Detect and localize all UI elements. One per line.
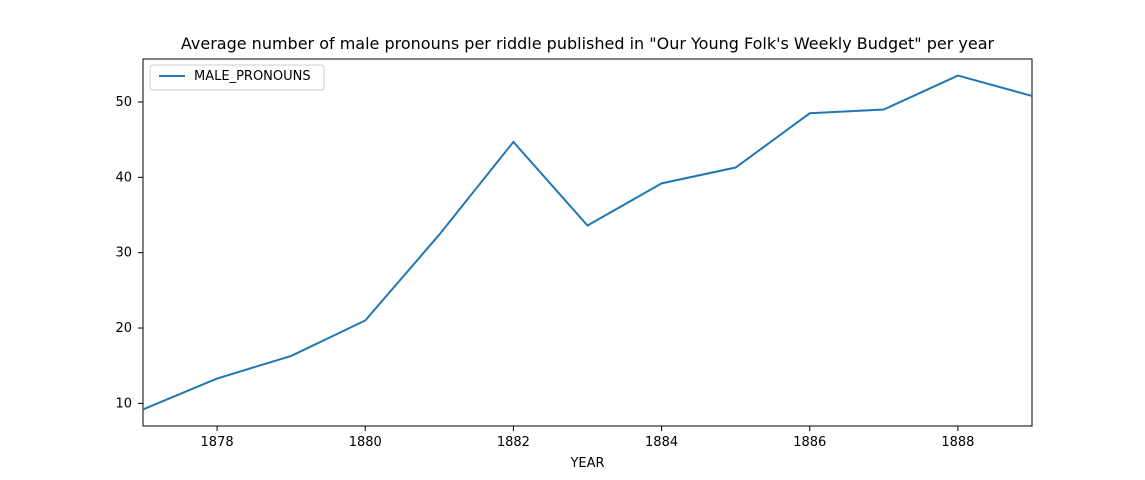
x-tick-label: 1878 bbox=[201, 435, 234, 450]
y-tick-label: 20 bbox=[115, 321, 132, 336]
x-tick-label: 1884 bbox=[645, 435, 678, 450]
legend-box bbox=[149, 64, 325, 91]
y-tick-label: 10 bbox=[115, 396, 132, 411]
x-tick-label: 1880 bbox=[349, 435, 382, 450]
plot-area: 1878 1880 1882 1884 1886 1888 10 20 30 40 50 bbox=[115, 58, 1033, 450]
chart-title: Average number of male pronouns per ridd… bbox=[181, 34, 995, 53]
y-tick-label: 30 bbox=[115, 246, 132, 261]
x-tick-label: 1888 bbox=[941, 435, 974, 450]
x-tick-label: 1882 bbox=[497, 435, 530, 450]
y-tick-label: 40 bbox=[115, 170, 132, 185]
x-axis-label: YEAR bbox=[569, 456, 604, 471]
legend-label: MALE_PRONOUNS bbox=[194, 69, 311, 84]
y-axis-ticks: 10 20 30 40 50 bbox=[115, 95, 143, 411]
x-axis-ticks: 1878 1880 1882 1884 1886 1888 bbox=[201, 426, 974, 450]
x-tick-label: 1886 bbox=[793, 435, 826, 450]
series-line-male-pronouns bbox=[142, 74, 1033, 411]
y-tick-label: 50 bbox=[115, 95, 132, 110]
plot-frame bbox=[142, 58, 1033, 427]
legend: MALE_PRONOUNS bbox=[149, 64, 325, 91]
